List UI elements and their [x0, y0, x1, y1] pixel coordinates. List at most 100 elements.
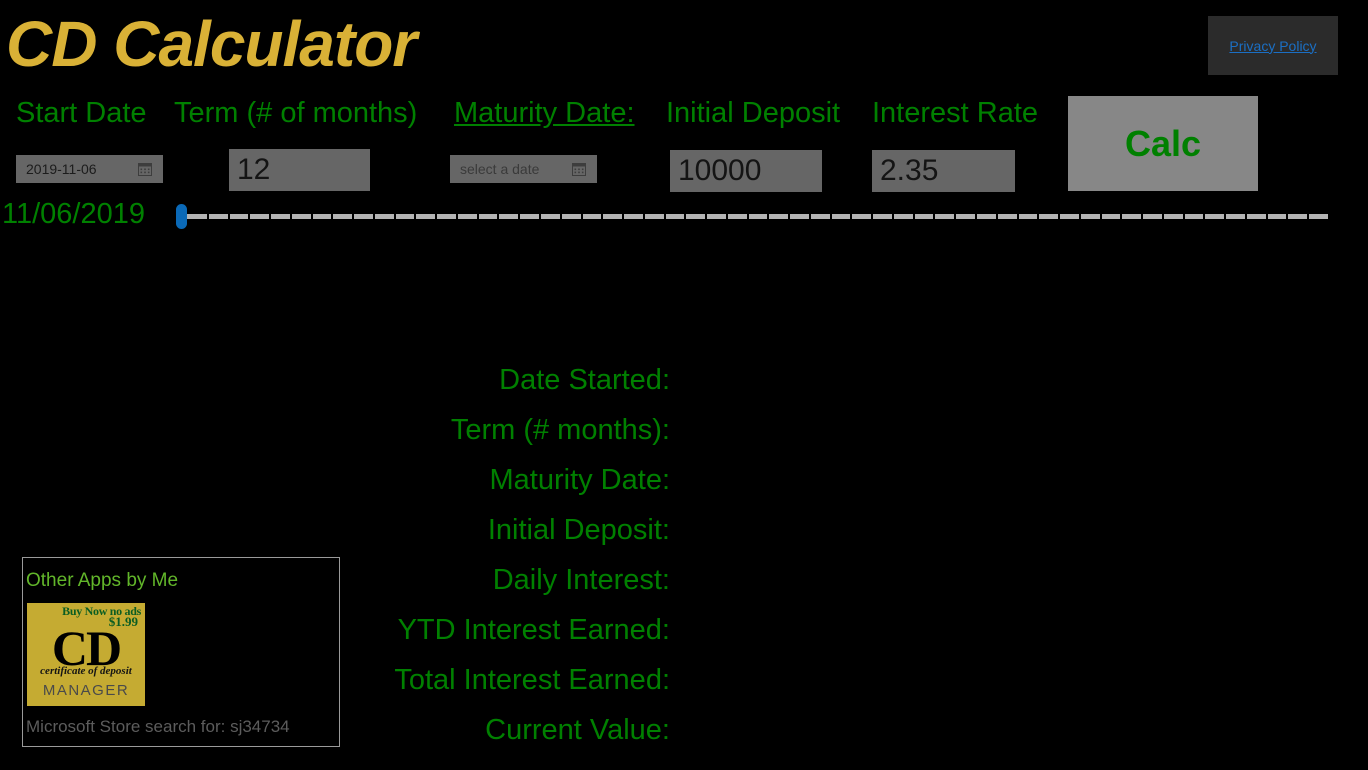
slider-tick	[455, 214, 458, 219]
buy-now-label: Buy Now no ads	[62, 604, 141, 618]
slider-tick	[497, 214, 500, 219]
interest-rate-label: Interest Rate	[872, 97, 1039, 129]
page-title: CD Calculator	[6, 8, 417, 80]
slider-date-display: 11/06/2019	[2, 198, 145, 230]
slider-tick	[808, 214, 811, 219]
slider-tick	[269, 214, 272, 219]
slider-tick	[1203, 214, 1206, 219]
cd-manager-app-tile[interactable]: Buy Now no ads $1.99 CD certificate of d…	[27, 603, 145, 706]
slider-tick	[1058, 214, 1061, 219]
slider-tick	[1099, 214, 1102, 219]
slider-tick	[1286, 214, 1289, 219]
maturity-date-label: Maturity Date:	[454, 97, 635, 129]
cd-initials: CD	[51, 620, 122, 676]
slider-tick	[580, 214, 583, 219]
privacy-policy-link-label[interactable]: Privacy Policy	[1229, 37, 1317, 54]
slider-tick	[601, 214, 604, 219]
slider-tick	[559, 214, 562, 219]
slider-tick	[331, 214, 334, 219]
slider-tick	[933, 214, 936, 219]
slider-tick	[850, 214, 853, 219]
slider-tick	[1244, 214, 1247, 219]
slider-tick	[1265, 214, 1268, 219]
privacy-policy-button[interactable]: Privacy Policy	[1208, 16, 1338, 75]
maturity-date-picker[interactable]: select a date	[450, 155, 597, 183]
result-row: Current Value:	[0, 705, 670, 755]
result-row: Initial Deposit:	[0, 505, 670, 555]
slider-tick	[476, 214, 479, 219]
slider-tick	[518, 214, 521, 219]
slider-tick	[891, 214, 894, 219]
slider-tick	[1161, 214, 1164, 219]
slider-tick	[1224, 214, 1227, 219]
slider-tick	[663, 214, 666, 219]
slider-tick	[435, 214, 438, 219]
results-list: Date Started: Term (# months): Maturity Da…	[0, 355, 670, 755]
slider-tick	[393, 214, 396, 219]
slider-thumb[interactable]	[176, 204, 187, 229]
slider-tick	[1016, 214, 1019, 219]
calc-button[interactable]: Calc	[1068, 96, 1258, 191]
term-input[interactable]	[229, 149, 370, 191]
slider-tick	[642, 214, 645, 219]
slider-tick	[227, 214, 230, 219]
calc-button-label: Calc	[1124, 122, 1202, 164]
slider-tick	[289, 214, 292, 219]
start-date-picker[interactable]: 2019-11-06	[16, 155, 163, 183]
slider-tick	[310, 214, 313, 219]
initial-deposit-input[interactable]	[670, 150, 822, 192]
slider-tick	[954, 214, 957, 219]
slider-tick	[414, 214, 417, 219]
result-label: Maturity Date:	[489, 464, 671, 496]
slider-tick	[372, 214, 375, 219]
start-date-value: 2019-11-06	[26, 161, 97, 177]
slider-tick	[788, 214, 791, 219]
cd-subtitle: certificate of deposit	[40, 665, 132, 677]
cd-manager-word: MANAGER	[42, 682, 130, 699]
slider-tick	[206, 214, 209, 219]
slider-tick	[684, 214, 687, 219]
start-date-label: Start Date	[16, 97, 147, 129]
slider-tick	[829, 214, 832, 219]
slider-tick	[622, 214, 625, 219]
result-label: YTD Interest Earned:	[397, 614, 670, 646]
slider-tick	[912, 214, 915, 219]
result-row: Date Started:	[0, 355, 670, 405]
buy-now-price: $1.99	[108, 614, 138, 629]
result-label: Initial Deposit:	[487, 514, 670, 546]
result-label: Current Value:	[485, 714, 670, 746]
other-apps-panel[interactable]: Other Apps by Me Buy Now no ads $1.99 CD…	[22, 557, 340, 747]
other-apps-title: Other Apps by Me	[26, 570, 179, 591]
slider-tick	[705, 214, 708, 219]
term-slider[interactable]	[176, 204, 1328, 232]
result-label: Daily Interest:	[492, 564, 670, 596]
initial-deposit-label: Initial Deposit	[666, 97, 841, 129]
maturity-date-value: select a date	[460, 161, 540, 177]
slider-tick	[746, 214, 749, 219]
term-label: Term (# of months)	[174, 97, 418, 129]
result-row: Total Interest Earned:	[0, 655, 670, 705]
slider-tick	[871, 214, 874, 219]
slider-tick	[1182, 214, 1185, 219]
interest-rate-input[interactable]	[872, 150, 1015, 192]
slider-track[interactable]	[186, 214, 1328, 219]
slider-tick	[725, 214, 728, 219]
slider-tick	[248, 214, 251, 219]
result-row: Daily Interest:	[0, 555, 670, 605]
result-label: Date Started:	[499, 364, 670, 396]
slider-tick	[995, 214, 998, 219]
result-row: Term (# months):	[0, 405, 670, 455]
result-row: YTD Interest Earned:	[0, 605, 670, 655]
slider-tick	[1307, 214, 1310, 219]
store-search-text: Microsoft Store search for: sj34734	[26, 717, 290, 736]
slider-tick	[352, 214, 355, 219]
slider-tick	[1141, 214, 1144, 219]
calendar-icon	[133, 162, 157, 176]
slider-tick	[767, 214, 770, 219]
slider-tick	[1037, 214, 1040, 219]
result-label: Total Interest Earned:	[394, 664, 670, 696]
slider-tick	[975, 214, 978, 219]
slider-tick	[1120, 214, 1123, 219]
slider-tick	[1078, 214, 1081, 219]
result-label: Term (# months):	[450, 414, 670, 446]
